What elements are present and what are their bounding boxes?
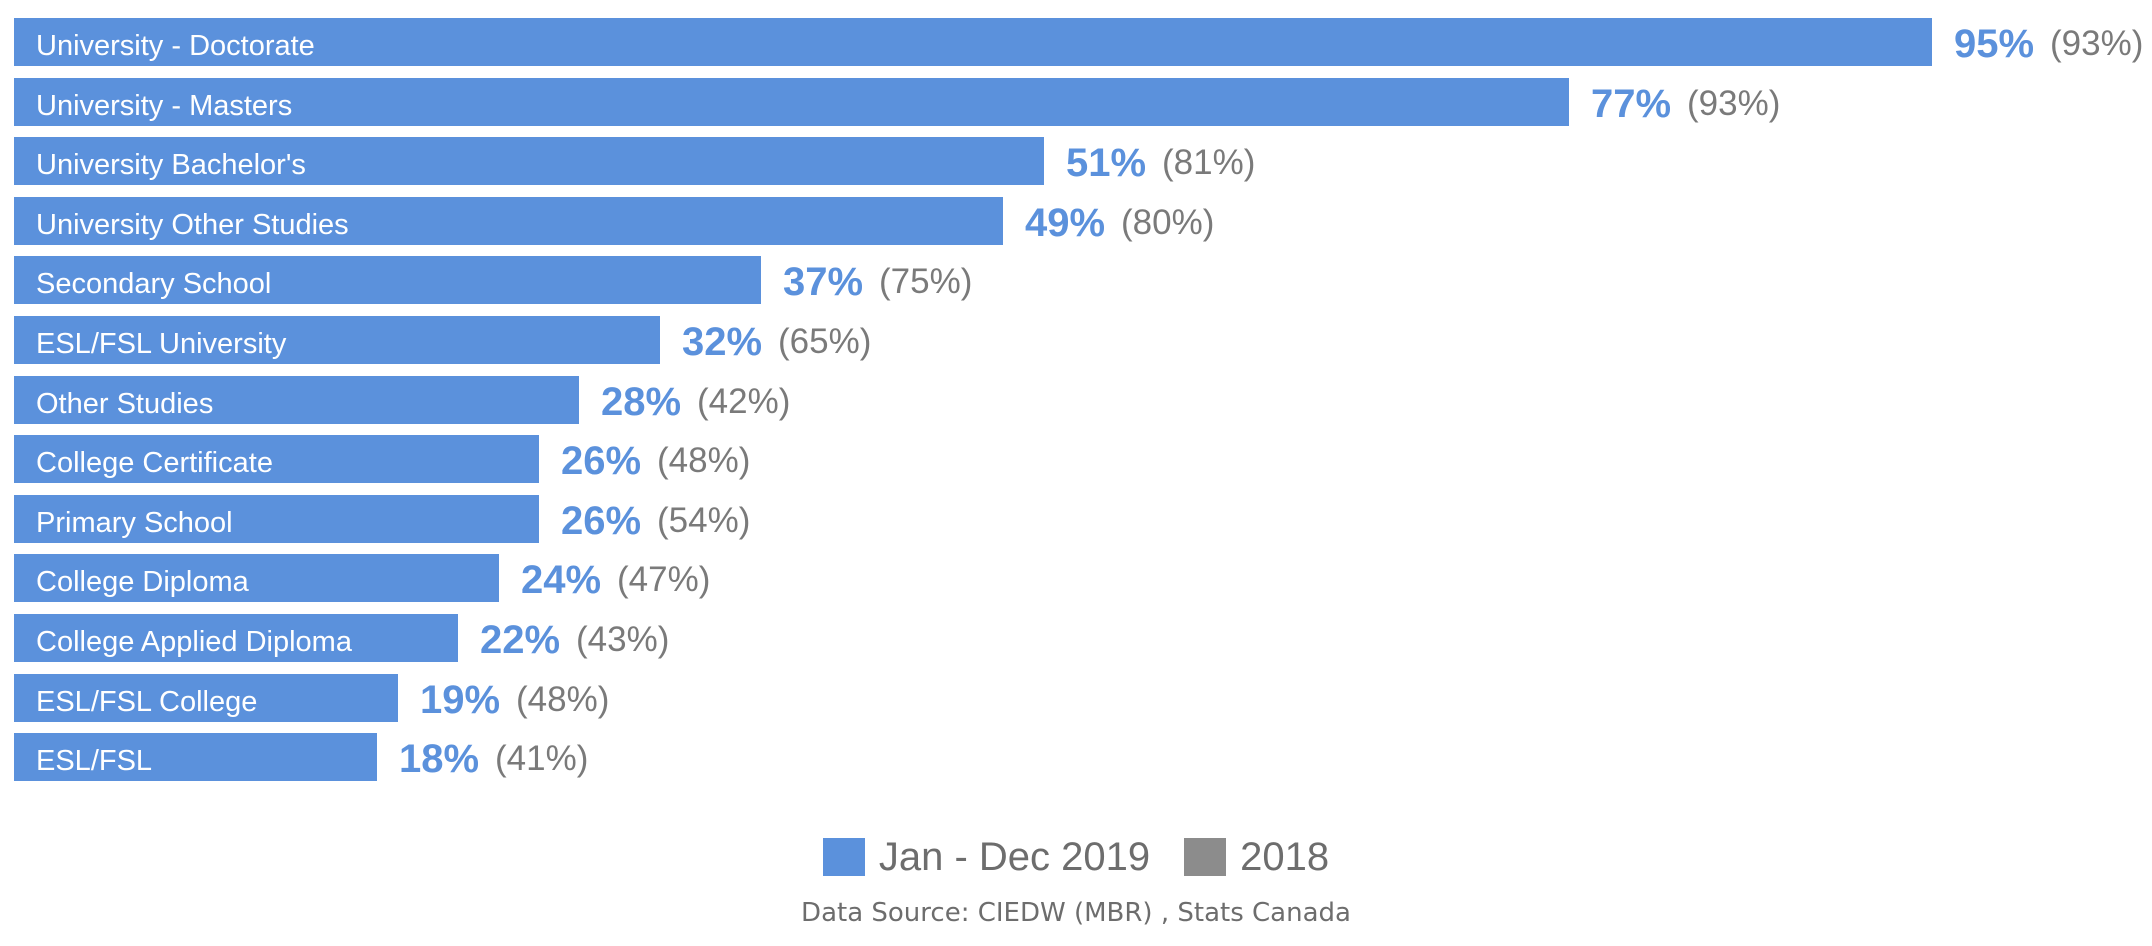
value-label-2019: 18% xyxy=(399,737,480,781)
value-label-2018: (41%) xyxy=(495,739,589,778)
value-label-2018: (47%) xyxy=(617,560,711,599)
value-label-2018: (80%) xyxy=(1121,203,1215,242)
value-label-2019: 19% xyxy=(420,678,501,722)
bar: University - Doctorate xyxy=(14,18,1932,66)
category-label: Secondary School xyxy=(36,268,272,300)
category-label: ESL/FSL xyxy=(36,745,153,777)
legend: Jan - Dec 2019 2018 xyxy=(0,832,2152,882)
legend-item-2018: 2018 xyxy=(1184,835,1329,880)
category-label: Other Studies xyxy=(36,388,214,420)
value-label-2019: 24% xyxy=(521,558,602,602)
value-label-2019: 26% xyxy=(561,499,642,543)
legend-item-2019: Jan - Dec 2019 xyxy=(822,834,1151,880)
bar: University - Masters xyxy=(14,78,1569,126)
bar: College Certificate xyxy=(14,435,539,483)
category-label: University - Masters xyxy=(36,90,293,122)
value-label-2019: 49% xyxy=(1025,201,1106,245)
data-source-note: Data Source: CIEDW (MBR) , Stats Canada xyxy=(801,898,1351,928)
bar: University Other Studies xyxy=(14,197,1003,245)
legend-swatch-2019 xyxy=(822,838,865,876)
value-label-2019: 28% xyxy=(601,380,682,424)
bar: College Diploma xyxy=(14,554,499,602)
value-label-2019: 51% xyxy=(1066,141,1147,185)
value-label-2019: 26% xyxy=(561,439,642,483)
bar: College Applied Diploma xyxy=(14,614,458,662)
bar: Secondary School xyxy=(14,256,761,304)
bar: ESL/FSL xyxy=(14,733,377,781)
value-label-2018: (54%) xyxy=(657,501,751,540)
category-label: College Diploma xyxy=(36,566,249,598)
value-label-2018: (75%) xyxy=(879,262,973,301)
bar: ESL/FSL University xyxy=(14,316,660,364)
category-label: ESL/FSL College xyxy=(36,686,258,718)
category-label: ESL/FSL University xyxy=(36,328,287,360)
category-label: Primary School xyxy=(36,507,233,539)
bar: Primary School xyxy=(14,495,539,543)
value-label-2018: (42%) xyxy=(697,382,791,421)
value-label-2018: (48%) xyxy=(516,680,610,719)
value-label-2018: (93%) xyxy=(2050,24,2144,63)
legend-label-2019: Jan - Dec 2019 xyxy=(878,834,1151,879)
value-label-2018: (93%) xyxy=(1687,84,1781,123)
category-label: College Certificate xyxy=(36,447,273,479)
bar: Other Studies xyxy=(14,376,579,424)
category-label: University Other Studies xyxy=(36,209,349,241)
value-label-2019: 37% xyxy=(783,260,864,304)
legend-swatch-2018 xyxy=(1184,838,1227,876)
value-label-2019: 77% xyxy=(1591,82,1672,126)
value-label-2018: (81%) xyxy=(1162,143,1256,182)
category-label: College Applied Diploma xyxy=(36,626,352,658)
bar: ESL/FSL College xyxy=(14,674,398,722)
value-label-2019: 95% xyxy=(1954,22,2035,66)
value-label-2018: (65%) xyxy=(778,322,872,361)
value-label-2019: 32% xyxy=(682,320,763,364)
value-label-2019: 22% xyxy=(480,618,561,662)
legend-label-2018: 2018 xyxy=(1240,834,1330,879)
category-label: University Bachelor's xyxy=(36,149,306,181)
category-label: University - Doctorate xyxy=(36,30,315,62)
value-label-2018: (43%) xyxy=(576,620,670,659)
value-label-2018: (48%) xyxy=(657,441,751,480)
bar: University Bachelor's xyxy=(14,137,1044,185)
